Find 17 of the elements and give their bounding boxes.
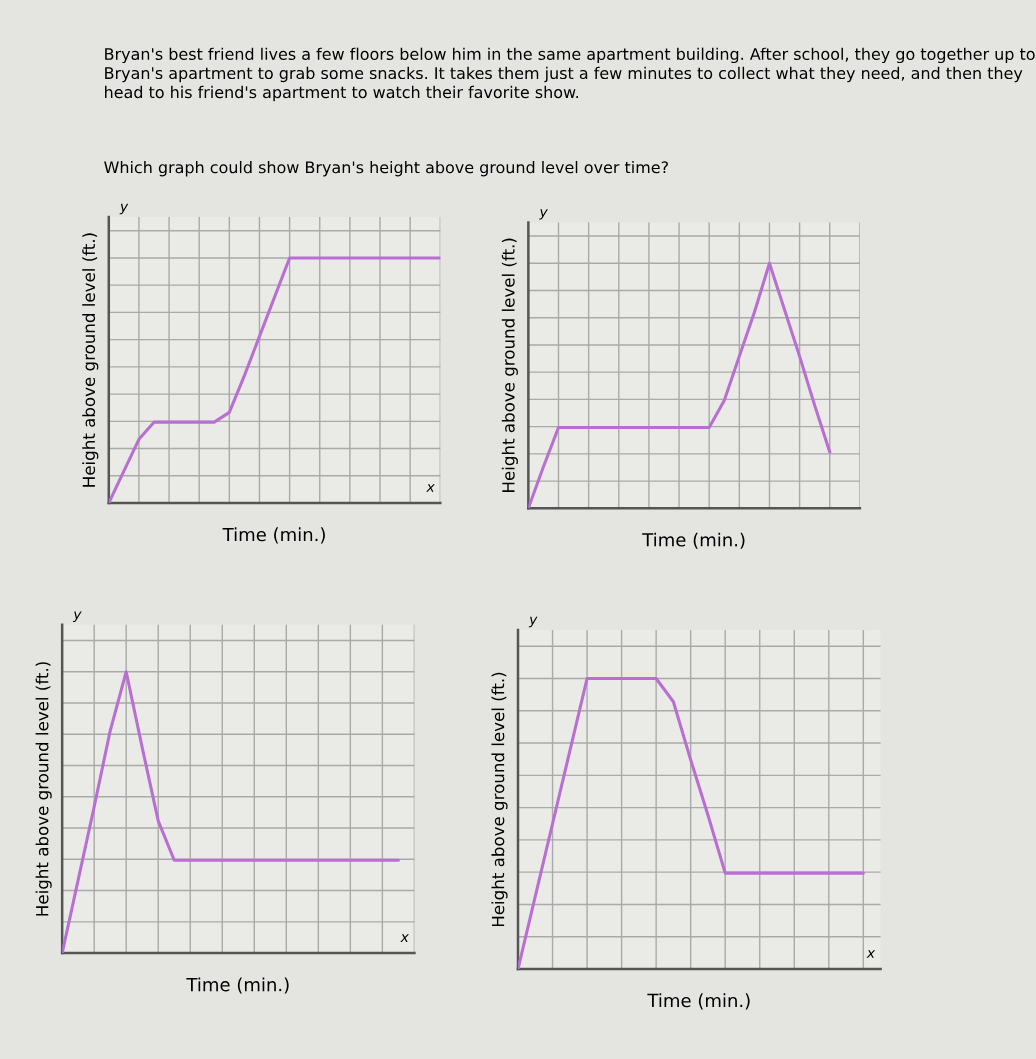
annotation: x xyxy=(426,484,435,492)
y-axis-title: Height above ground level (ft.) xyxy=(35,662,52,916)
y-axis-title: Height above ground level (ft.) xyxy=(82,233,99,487)
text: Bryan's best friend lives a few floors below him in the same apartment building. After school, they go together up to Bryan's apartment to grab some snacks. It takes them just a few minutes to collect what they need, and then they head to his friend's apartment to watch their favorite show. xyxy=(105,47,1035,102)
annotation: x xyxy=(400,934,409,942)
text: y xyxy=(72,611,82,623)
x-axis-title: Time (min.) xyxy=(642,532,745,549)
x-axis-title: Time (min.) xyxy=(647,993,750,1010)
annotation: x xyxy=(866,950,876,958)
y-axis-title: Height above ground level (ft.) xyxy=(491,672,508,927)
text: y xyxy=(119,203,129,215)
text: y xyxy=(539,209,548,220)
text: y xyxy=(528,616,538,628)
y-axis-title: Height above ground level (ft.) xyxy=(501,238,518,492)
x-axis-title: Time (min.) xyxy=(186,977,289,994)
x-axis-title: Time (min.) xyxy=(222,527,325,544)
chart-subtitle: Which graph could show Bryan's height above ground level over time? xyxy=(104,160,668,177)
